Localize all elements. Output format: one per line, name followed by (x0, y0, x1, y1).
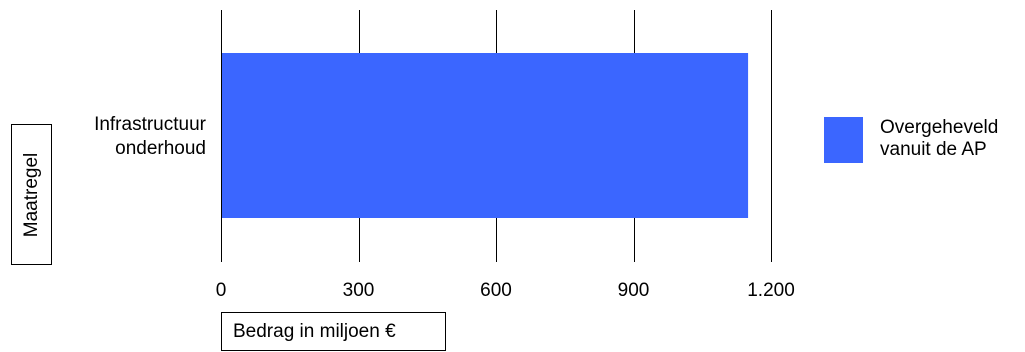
category-label-text: Infrastructuur onderhoud (94, 114, 206, 159)
legend-label: Overgeheveld vanuit de AP (880, 117, 999, 160)
x-tick-label-1200: 1.200 (747, 280, 795, 301)
y-axis-title: Maatregel (11, 124, 52, 265)
x-tick-label-600: 600 (480, 280, 512, 301)
x-axis-title-text: Bedrag in miljoen € (233, 321, 396, 342)
x-tick-label-0: 0 (216, 280, 227, 301)
x-axis-title: Bedrag in miljoen € (221, 312, 446, 351)
bar-0 (222, 53, 749, 218)
x-tick-labels: 0 300 600 900 1.200 (216, 280, 795, 301)
legend-swatch (824, 117, 863, 163)
x-tick-label-300: 300 (343, 280, 375, 301)
bars (222, 53, 749, 218)
y-axis-title-text: Maatregel (20, 152, 42, 237)
legend: Overgeheveld vanuit de AP (824, 117, 1025, 163)
x-tick-label-900: 900 (618, 280, 650, 301)
category-label: Infrastructuur onderhoud (26, 113, 206, 161)
